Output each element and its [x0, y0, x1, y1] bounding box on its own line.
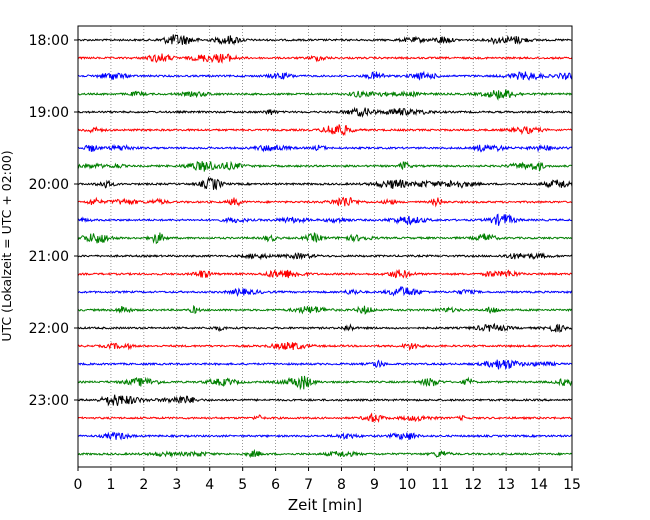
plot-frame — [77, 25, 573, 468]
trace-line — [77, 252, 573, 261]
seismic-traces — [77, 34, 573, 459]
x-tick-label: 5 — [238, 477, 247, 493]
trace-line — [77, 269, 573, 279]
x-tick-label: 1 — [106, 477, 115, 493]
trace-line — [77, 341, 573, 352]
trace-line — [77, 70, 573, 81]
x-tick-label: 9 — [370, 477, 379, 493]
trace-line — [77, 143, 573, 153]
y-tick-label: 20:00 — [29, 177, 69, 193]
x-tick-label: 7 — [304, 477, 313, 493]
trace-line — [77, 89, 573, 101]
trace-line — [77, 213, 573, 226]
trace-line — [77, 124, 573, 137]
trace-line — [77, 359, 573, 371]
x-tick-label: 14 — [530, 477, 548, 493]
trace-line — [77, 431, 573, 441]
x-tick-label: 6 — [271, 477, 280, 493]
x-axis-label: Zeit [min] — [288, 496, 362, 514]
trace-line — [77, 231, 573, 245]
x-tick-label: 11 — [431, 477, 449, 493]
trace-line — [77, 394, 573, 407]
x-tick-label: 8 — [337, 477, 346, 493]
y-tick-label: 23:00 — [29, 393, 69, 409]
trace-line — [77, 34, 573, 46]
y-tick-label: 21:00 — [29, 249, 69, 265]
x-tick-label: 12 — [464, 477, 482, 493]
x-tick-label: 15 — [563, 477, 581, 493]
trace-line — [77, 375, 573, 391]
x-tick-label: 3 — [172, 477, 181, 493]
x-tick-label: 4 — [205, 477, 214, 493]
y-tick-label: 18:00 — [29, 33, 69, 49]
trace-line — [77, 176, 573, 191]
trace-line — [77, 160, 573, 172]
y-axis-label: UTC (Lokalzeit = UTC + 02:00) — [0, 150, 14, 341]
trace-line — [77, 448, 573, 459]
trace-line — [77, 304, 573, 315]
trace-line — [77, 106, 573, 118]
x-tick-label: 2 — [139, 477, 148, 493]
x-tick-label: 13 — [497, 477, 515, 493]
x-tick-label: 0 — [74, 477, 83, 493]
trace-line — [77, 196, 573, 208]
trace-line — [77, 53, 573, 64]
trace-line — [77, 285, 573, 298]
y-axis-ticks: 18:00 19:00 20:00 21:00 22:00 23:00 — [29, 33, 78, 409]
trace-line — [77, 412, 573, 423]
trace-line — [77, 322, 573, 334]
x-axis-ticks: 0 1 2 3 4 5 6 7 8 9 10 11 12 13 14 15 — [74, 467, 581, 493]
y-tick-label: 19:00 — [29, 105, 69, 121]
y-tick-label: 22:00 — [29, 321, 69, 337]
x-tick-label: 10 — [398, 477, 416, 493]
